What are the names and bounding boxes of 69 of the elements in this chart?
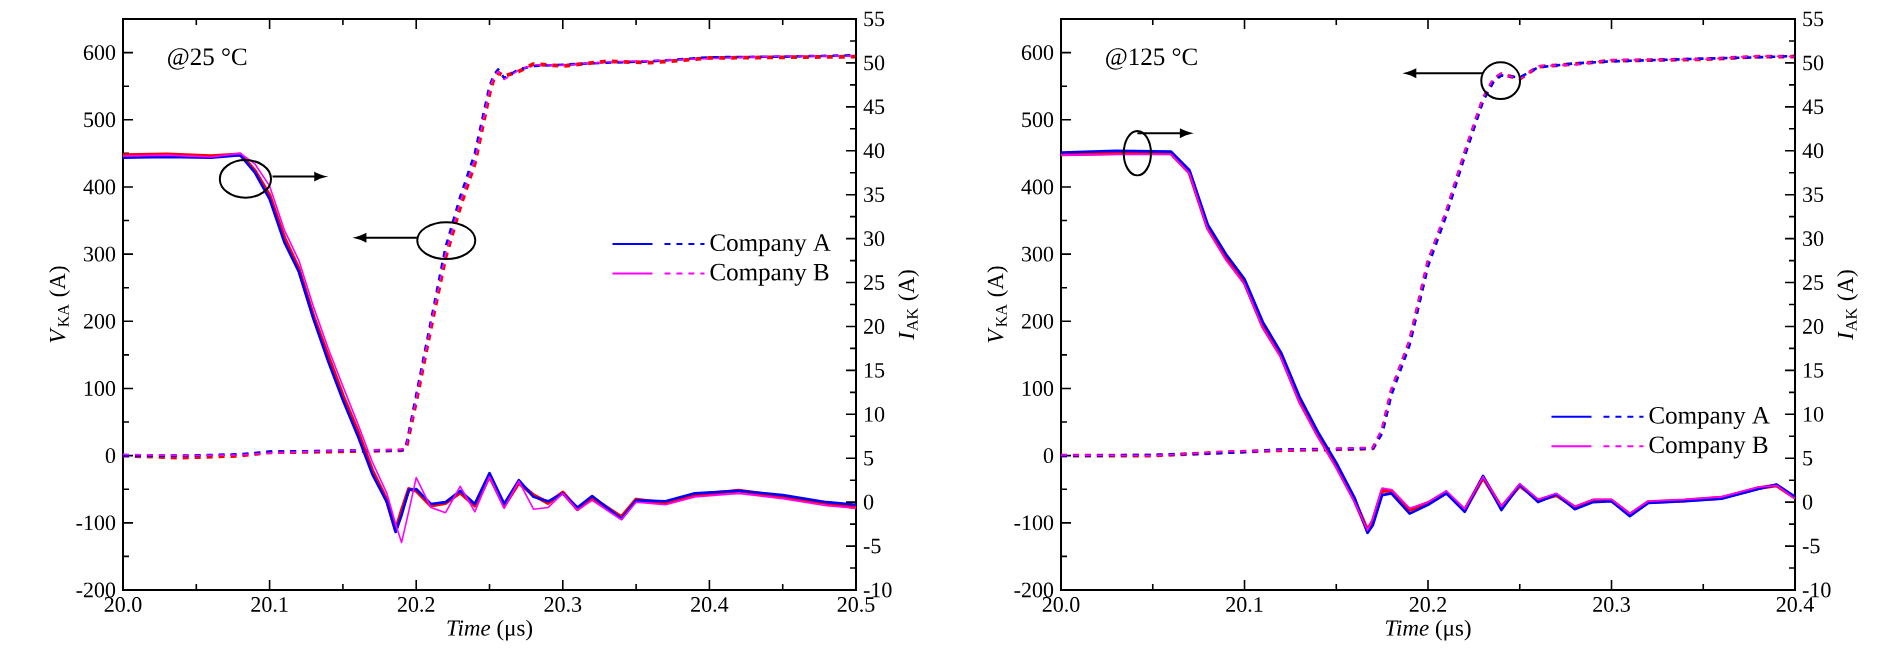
y2-tick-label: 30	[1803, 231, 1824, 247]
x-tick-label: 20.3	[1593, 597, 1630, 612]
y-tick-label: -100	[1014, 515, 1054, 531]
x-tick-label: 20.1	[251, 597, 288, 612]
x-tick-label: 20.1	[1226, 597, 1263, 612]
y-tick-label: 0	[105, 448, 116, 464]
y2-tick-label: -5	[863, 538, 881, 554]
x-tick-label: 20.2	[1409, 597, 1447, 612]
y-tick-label: 200	[1021, 313, 1054, 329]
legend-label: Company A	[1649, 406, 1770, 429]
y2-tick-label: 5	[1803, 450, 1813, 466]
y2-tick-label: -10	[1802, 582, 1831, 598]
x-tick-label: 20.4	[691, 597, 729, 612]
annotation: @25 °C	[168, 48, 247, 70]
y-tick-label: 200	[83, 313, 116, 329]
y2-tick-label: 20	[864, 319, 885, 334]
y-tick-label: 100	[1022, 381, 1054, 396]
y-tick-label: 500	[84, 112, 116, 128]
y2-tick-label: -10	[863, 582, 892, 598]
y2-tick-label: 45	[1802, 99, 1824, 115]
y2-tick-label: 40	[863, 143, 885, 159]
y-tick-label: 300	[1022, 246, 1054, 262]
y-tick-label: 600	[1021, 45, 1054, 61]
y2-tick-label: 20	[1803, 319, 1824, 334]
annotation: @125 °C	[1106, 48, 1197, 70]
y2-tick-label: 25	[864, 275, 885, 290]
y2-axis-title: I$_{AK}$ (A)	[898, 270, 919, 340]
y2-tick-label: 35	[864, 187, 885, 203]
y2-axis-title: I$_{AK}$ (A)	[1837, 270, 1858, 340]
x-axis-title: Time (μs)	[447, 619, 533, 641]
y-tick-label: 400	[1021, 179, 1054, 195]
legend-label: Company B	[710, 263, 829, 286]
x-tick-label: 20.2	[397, 597, 435, 612]
x-tick-label: 20.0	[1042, 597, 1080, 612]
y-tick-label: 500	[1022, 112, 1054, 128]
y2-tick-label: 15	[1803, 363, 1824, 378]
y-axis-title: V$_{KA}$ (A)	[987, 266, 1008, 343]
y-axis-title: V$_{KA}$ (A)	[49, 266, 70, 343]
y-tick-label: -200	[76, 582, 116, 598]
x-tick-label: 20.4	[1776, 597, 1814, 612]
y2-tick-label: 10	[864, 406, 885, 422]
x-tick-label: 20.0	[104, 597, 142, 612]
y2-tick-label: 15	[864, 363, 885, 378]
y-tick-label: 300	[84, 246, 116, 262]
y-tick-label: 100	[84, 381, 116, 396]
y2-tick-label: 0	[1802, 494, 1813, 510]
y2-tick-label: 40	[1802, 143, 1824, 159]
x-tick-label: 20.5	[837, 597, 875, 612]
y2-tick-label: 0	[863, 494, 874, 510]
y-tick-label: -100	[76, 515, 116, 531]
y-tick-label: -200	[1014, 582, 1054, 598]
y2-tick-label: 30	[864, 231, 885, 247]
y2-tick-label: 55	[864, 11, 885, 27]
x-tick-label: 20.3	[544, 597, 582, 612]
y-tick-label: 600	[83, 45, 116, 61]
y2-tick-label: -5	[1802, 538, 1820, 554]
y2-tick-label: 50	[864, 55, 885, 71]
legend-label: Company B	[1649, 436, 1768, 459]
y2-tick-label: 35	[1803, 187, 1824, 203]
y2-tick-label: 55	[1803, 11, 1824, 27]
y2-tick-label: 25	[1803, 275, 1824, 290]
y2-tick-label: 10	[1803, 406, 1824, 422]
legend-label: Company A	[710, 234, 831, 257]
y-tick-label: 400	[83, 179, 116, 195]
y-tick-label: 0	[1043, 448, 1054, 464]
x-axis-title: Time (μs)	[1385, 619, 1471, 641]
y2-tick-label: 45	[863, 99, 885, 115]
y2-tick-label: 50	[1803, 55, 1824, 71]
y2-tick-label: 5	[864, 450, 874, 466]
